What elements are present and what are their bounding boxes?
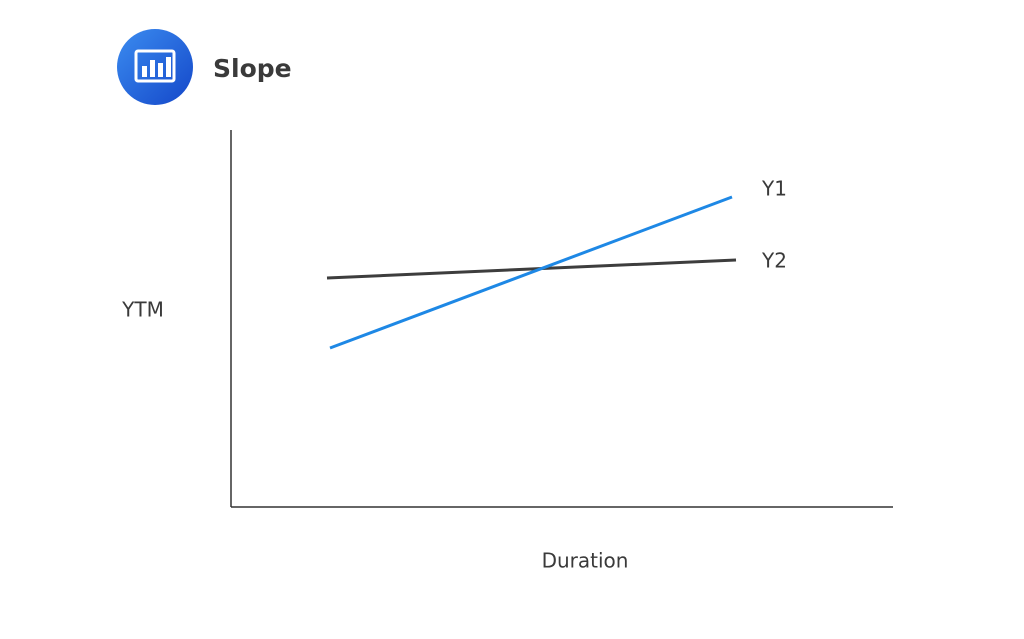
y-axis-label: YTM <box>121 298 164 322</box>
title: Slope <box>213 54 292 83</box>
x-axis-label: Duration <box>542 549 629 573</box>
line-y2 <box>326 258 737 280</box>
header-icon <box>117 29 193 105</box>
line-label: Y2 <box>761 249 787 273</box>
line-y1 <box>329 195 733 350</box>
line-label: Y1 <box>761 177 787 201</box>
